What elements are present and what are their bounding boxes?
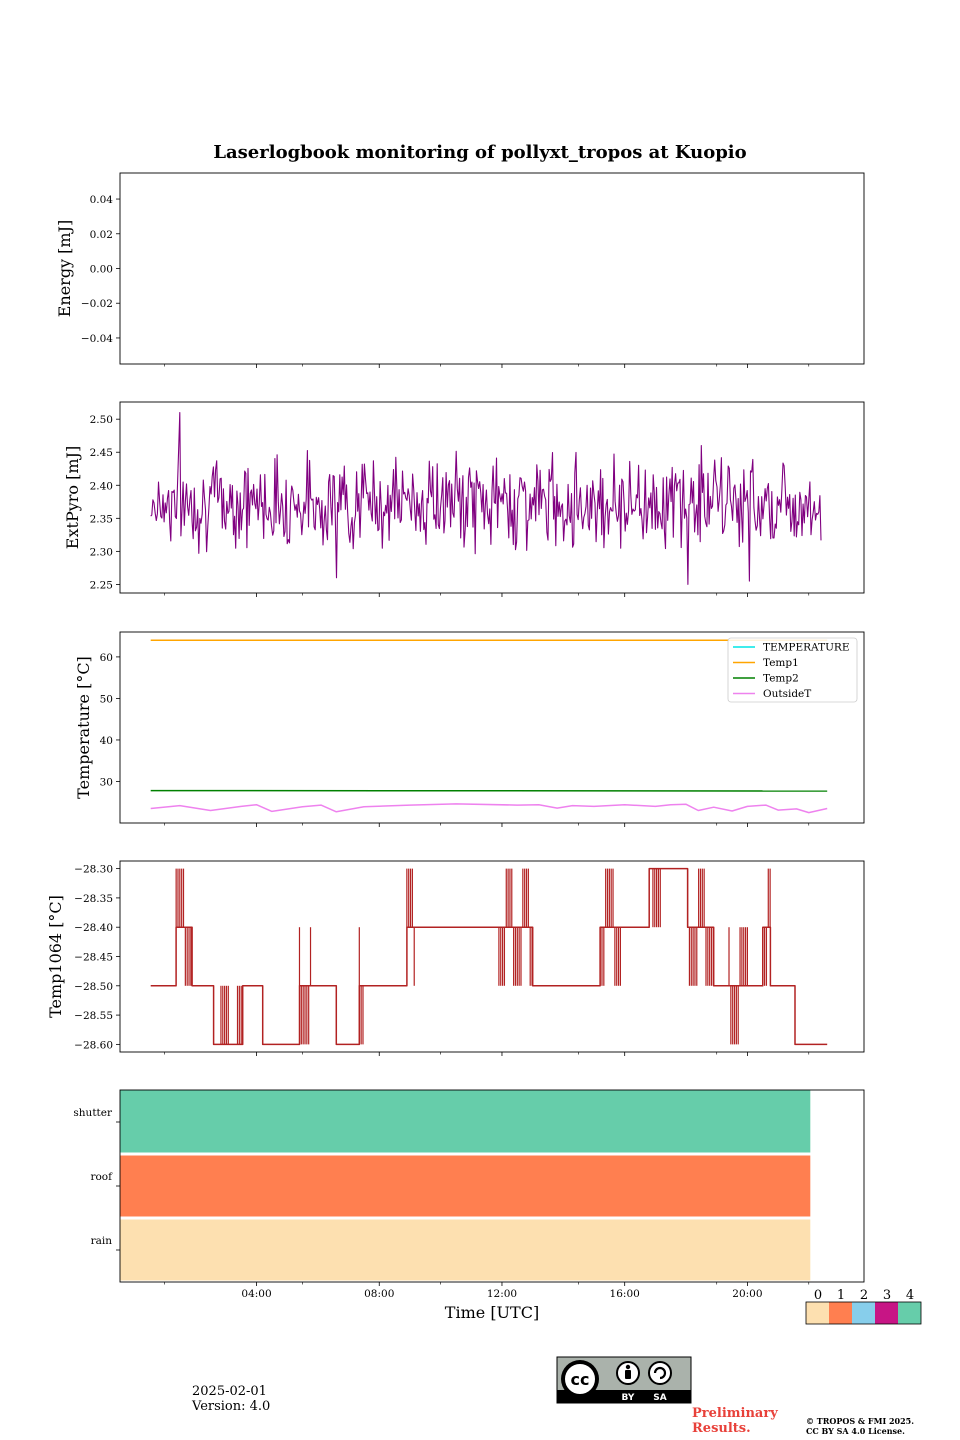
y-tick-label: 60	[100, 652, 113, 664]
y-tick-label: −28.45	[74, 952, 113, 964]
y-tick-label: 2.35	[90, 513, 113, 525]
plot-panels: 0.04 0.02 0.00 −0.02 −0.04 Energy [mJ] 2.50 2.4…	[46, 172, 865, 1322]
panel-2-frame	[119, 631, 865, 824]
y-tick-label: 40	[100, 735, 113, 747]
y-tick-label: −28.60	[74, 1039, 113, 1051]
temperature-legend: TEMPERATURE Temp1 Temp2 OutsideT	[727, 637, 858, 703]
colorbar-cell-1	[829, 1302, 852, 1324]
colorbar-frame	[805, 1301, 922, 1325]
x-tick-label: 20:00	[732, 1288, 762, 1300]
copyright-line1: © TROPOS & FMI 2025.	[806, 1416, 915, 1426]
panel-2: 60 50 40 30 Temperature [°C] TEMPERATURE Temp1…	[74, 631, 865, 827]
y-tick-label: 2.25	[90, 579, 113, 591]
x-tick-label: 16:00	[610, 1288, 640, 1300]
colorbar-tick-label: 1	[837, 1288, 845, 1303]
status-label-rain: rain	[91, 1235, 113, 1247]
y-tick-label: −28.40	[74, 922, 113, 934]
panel-3-frame	[119, 860, 865, 1053]
panel-0-ylabel: Energy [mJ]	[55, 220, 74, 318]
footer-date: 2025-02-01	[192, 1384, 267, 1399]
figure-title: Laserlogbook monitoring of pollyxt_tropo…	[213, 142, 746, 163]
status-bar-roof	[120, 1155, 811, 1217]
panel-2-ylabel: Temperature [°C]	[74, 656, 93, 799]
y-tick-label: −28.55	[74, 1010, 113, 1022]
colorbar-tick-label: 4	[906, 1288, 914, 1303]
y-tick-label: 2.30	[90, 546, 113, 558]
footer-version: Version: 4.0	[192, 1399, 271, 1414]
cc-license-badge: cc BY SA	[556, 1356, 692, 1404]
y-tick-label: −0.02	[81, 298, 113, 310]
panel-0-frame	[119, 172, 865, 365]
colorbar-tick-label: 3	[883, 1288, 891, 1303]
legend-box	[727, 637, 858, 703]
y-tick-label: −28.35	[74, 893, 113, 905]
series-line-OutsideT	[150, 803, 828, 814]
y-tick-label: 30	[100, 776, 113, 788]
colorbar-tick-label: 2	[860, 1288, 868, 1303]
x-axis-label: Time [UTC]	[445, 1303, 539, 1322]
y-tick-label: −28.30	[74, 864, 113, 876]
panel-3-ylabel: Temp1064 [°C]	[46, 895, 65, 1018]
legend-entry: Temp2	[763, 673, 799, 685]
colorbar-cell-0	[806, 1302, 829, 1324]
panel-3: −28.30 −28.35 −28.40 −28.45 −28.50 −28.55 −28.…	[46, 860, 865, 1056]
panel-4: shutter roof rain 04:00 08:00 12:00 16:00 20:00…	[73, 1089, 865, 1322]
legend-entry: Temp1	[763, 657, 799, 669]
y-tick-label: −28.50	[74, 981, 113, 993]
by-person-head	[625, 1364, 631, 1370]
x-tick-label: 04:00	[241, 1288, 271, 1300]
sa-share-icon	[648, 1361, 672, 1385]
status-label-shutter: shutter	[73, 1107, 113, 1119]
colorbar-cell-2	[852, 1302, 875, 1324]
panel-4-frame	[119, 1089, 865, 1283]
y-tick-label: 0.04	[90, 194, 114, 206]
panel-1: 2.50 2.45 2.40 2.35 2.30 2.25 ExtPyro [mJ]	[63, 401, 865, 597]
y-tick-label: 2.40	[90, 480, 113, 492]
preliminary-label-line1: Preliminary	[692, 1406, 778, 1421]
colorbar-tick-label: 0	[814, 1288, 822, 1303]
sa-arrow-arc	[653, 1366, 667, 1380]
preliminary-label-line2: Results.	[692, 1421, 751, 1436]
legend-entry: TEMPERATURE	[763, 642, 850, 654]
panel-1-frame	[119, 401, 865, 594]
y-tick-label: 50	[100, 693, 113, 705]
y-tick-label: 0.02	[90, 229, 113, 241]
status-label-roof: roof	[90, 1171, 113, 1183]
y-tick-label: 0.00	[90, 264, 113, 276]
y-tick-label: 2.50	[90, 414, 113, 426]
series-line-extpyro	[150, 412, 822, 585]
status-bar-rain	[120, 1219, 811, 1281]
badge-sa-label: SA	[653, 1393, 666, 1403]
y-tick-label: 2.45	[90, 447, 113, 459]
by-person-body	[625, 1370, 631, 1379]
colorbar-cell-3	[875, 1302, 898, 1324]
x-tick-label: 12:00	[487, 1288, 517, 1300]
badge-by-label: BY	[622, 1393, 635, 1403]
status-bar-shutter	[120, 1090, 811, 1153]
panel-0: 0.04 0.02 0.00 −0.02 −0.04 Energy [mJ]	[55, 172, 865, 368]
panel-1-ylabel: ExtPyro [mJ]	[63, 446, 82, 549]
cc-letters: cc	[571, 1370, 590, 1389]
x-tick-label: 08:00	[364, 1288, 394, 1300]
cc-circle-inner	[564, 1363, 596, 1395]
y-tick-label: −0.04	[81, 333, 113, 345]
legend-entry: OutsideT	[763, 688, 811, 700]
colorbar-cell-4	[898, 1302, 921, 1324]
copyright-line2: CC BY SA 4.0 License.	[806, 1426, 905, 1436]
temp1064-flicker-group	[175, 868, 771, 1045]
series-line-temp1064	[150, 867, 828, 1046]
